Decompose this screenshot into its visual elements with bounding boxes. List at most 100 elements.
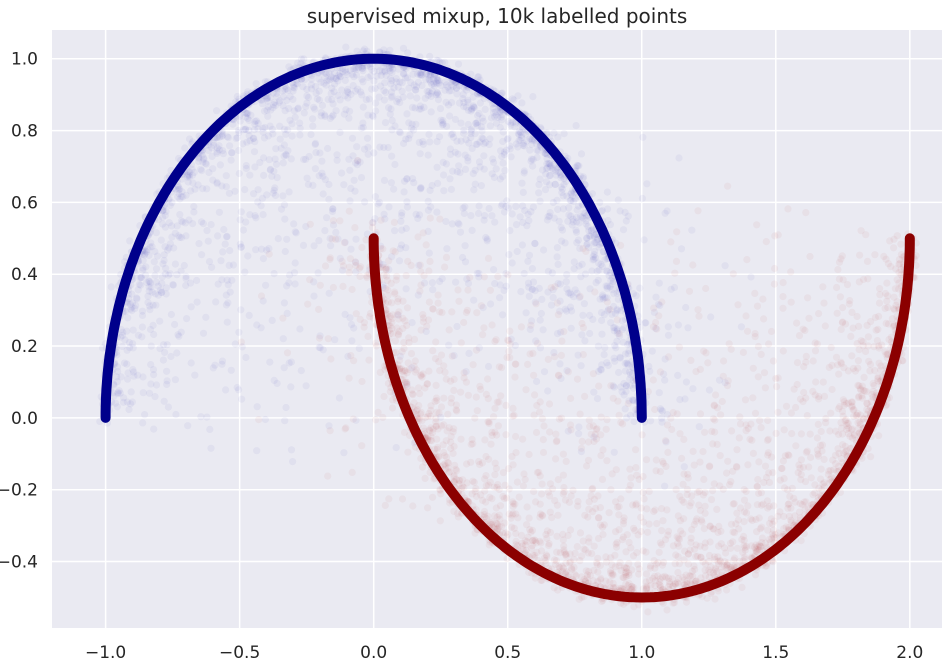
- mixup-point-class-0: [141, 411, 148, 418]
- mixup-point-class-0: [148, 283, 155, 290]
- mixup-point-class-0: [127, 301, 134, 308]
- mixup-point-class-1: [772, 531, 779, 538]
- mixup-point-class-1: [838, 326, 845, 333]
- mixup-point-class-1: [603, 426, 610, 433]
- mixup-point-class-1: [855, 394, 862, 401]
- mixup-point-class-0: [449, 220, 456, 227]
- mixup-point-class-1: [567, 421, 574, 428]
- mixup-point-class-1: [447, 439, 454, 446]
- mixup-point-class-0: [309, 123, 316, 130]
- mixup-point-class-1: [553, 438, 560, 445]
- mixup-point-class-1: [738, 584, 745, 591]
- mixup-point-class-0: [520, 142, 527, 149]
- mixup-point-class-0: [312, 165, 319, 172]
- mixup-point-class-0: [684, 324, 691, 331]
- mixup-point-class-0: [612, 344, 619, 351]
- mixup-point-class-1: [650, 508, 657, 515]
- mixup-point-class-0: [125, 406, 132, 413]
- mixup-point-class-1: [554, 299, 561, 306]
- mixup-point-class-0: [129, 398, 136, 405]
- mixup-point-class-0: [706, 386, 713, 393]
- mixup-point-class-1: [728, 427, 735, 434]
- mixup-point-class-1: [755, 458, 762, 465]
- mixup-point-class-0: [290, 220, 297, 227]
- mixup-point-class-1: [882, 256, 889, 263]
- mixup-point-class-1: [728, 521, 735, 528]
- mixup-point-class-0: [497, 281, 504, 288]
- mixup-point-class-1: [473, 309, 480, 316]
- mixup-point-class-0: [576, 245, 583, 252]
- mixup-point-class-1: [421, 272, 428, 279]
- mixup-point-class-0: [429, 279, 436, 286]
- mixup-point-class-0: [675, 321, 682, 328]
- mixup-point-class-1: [484, 375, 491, 382]
- mixup-point-class-1: [498, 523, 505, 530]
- mixup-point-class-1: [657, 368, 664, 375]
- mixup-point-class-0: [146, 306, 153, 313]
- mixup-point-class-0: [291, 269, 298, 276]
- mixup-point-class-0: [575, 430, 582, 437]
- mixup-point-class-0: [344, 88, 351, 95]
- mixup-point-class-0: [142, 272, 149, 279]
- mixup-point-class-1: [579, 438, 586, 445]
- mixup-point-class-1: [516, 494, 523, 501]
- mixup-point-class-0: [189, 220, 196, 227]
- mixup-point-class-1: [450, 450, 457, 457]
- mixup-point-class-0: [279, 192, 286, 199]
- mixup-point-class-0: [505, 251, 512, 258]
- mixup-point-class-1: [759, 296, 766, 303]
- mixup-point-class-0: [260, 255, 267, 262]
- mixup-point-class-0: [150, 322, 157, 329]
- mixup-point-class-1: [775, 231, 782, 238]
- mixup-point-class-1: [822, 322, 829, 329]
- mixup-point-class-1: [408, 350, 415, 357]
- mixup-point-class-1: [744, 461, 751, 468]
- mixup-point-class-1: [664, 449, 671, 456]
- mixup-point-class-0: [238, 208, 245, 215]
- mixup-point-class-1: [494, 273, 501, 280]
- mixup-point-class-0: [631, 418, 638, 425]
- mixup-point-class-1: [676, 493, 683, 500]
- mixup-point-class-0: [462, 258, 469, 265]
- mixup-point-class-1: [457, 436, 464, 443]
- mixup-point-class-1: [595, 514, 602, 521]
- mixup-point-class-0: [445, 342, 452, 349]
- mixup-point-class-1: [505, 348, 512, 355]
- mixup-point-class-1: [894, 276, 901, 283]
- mixup-point-class-1: [441, 369, 448, 376]
- mixup-point-class-1: [709, 487, 716, 494]
- mixup-point-class-1: [590, 577, 597, 584]
- mixup-point-class-1: [872, 314, 879, 321]
- mixup-point-class-0: [397, 218, 404, 225]
- mixup-point-class-0: [391, 227, 398, 234]
- mixup-point-class-1: [471, 415, 478, 422]
- mixup-point-class-1: [821, 456, 828, 463]
- mixup-point-class-0: [272, 102, 279, 109]
- mixup-point-class-0: [271, 187, 278, 194]
- mixup-point-class-1: [380, 393, 387, 400]
- mixup-point-class-0: [671, 284, 678, 291]
- mixup-point-class-1: [702, 572, 709, 579]
- mixup-point-class-1: [825, 467, 832, 474]
- mixup-point-class-0: [303, 100, 310, 107]
- mixup-point-class-0: [219, 248, 226, 255]
- mixup-point-class-1: [458, 339, 465, 346]
- mixup-point-class-0: [281, 216, 288, 223]
- mixup-point-class-0: [284, 310, 291, 317]
- mixup-point-class-0: [336, 129, 343, 136]
- mixup-point-class-0: [370, 149, 377, 156]
- mixup-point-class-1: [752, 410, 759, 417]
- mixup-point-class-0: [573, 122, 580, 129]
- mixup-point-class-0: [244, 110, 251, 117]
- mixup-point-class-1: [443, 254, 450, 261]
- mixup-point-class-1: [733, 510, 740, 517]
- mixup-point-class-0: [662, 356, 669, 363]
- mixup-point-class-1: [325, 335, 332, 342]
- mixup-point-class-1: [839, 319, 846, 326]
- mixup-point-class-0: [486, 205, 493, 212]
- mixup-point-class-1: [534, 340, 541, 347]
- mixup-point-class-1: [803, 353, 810, 360]
- mixup-point-class-0: [544, 387, 551, 394]
- mixup-point-class-1: [792, 442, 799, 449]
- mixup-point-class-1: [586, 498, 593, 505]
